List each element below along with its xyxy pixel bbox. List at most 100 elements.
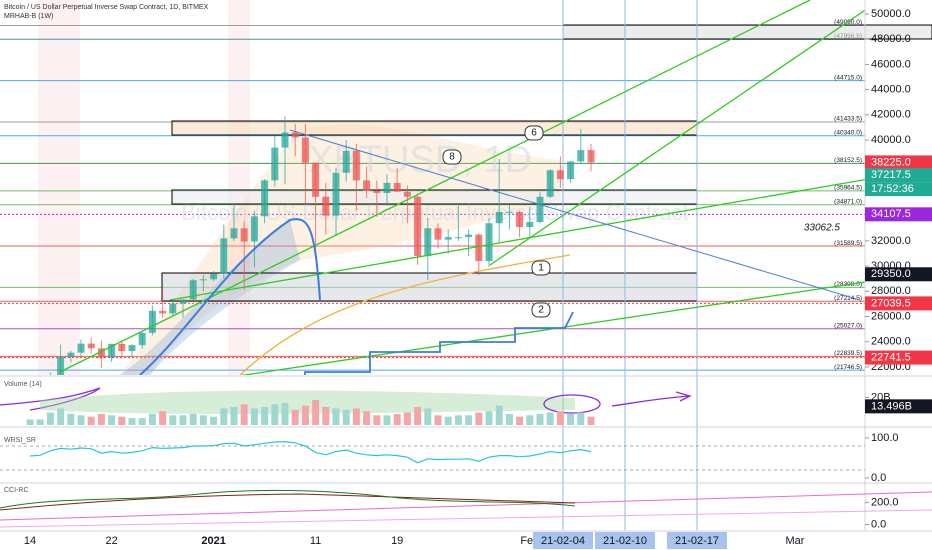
volume-bar <box>393 413 401 425</box>
candle-body <box>567 161 575 180</box>
volume-bar <box>210 416 218 425</box>
candle-body <box>414 196 422 257</box>
cci-line <box>0 493 576 511</box>
level-label: (34871.0) <box>834 198 862 205</box>
y-tick-label: 24000.0 <box>871 336 911 348</box>
candle-body <box>516 211 524 228</box>
volume-bar <box>148 413 156 425</box>
panel-title: CCI-RC <box>4 487 29 494</box>
volume-bar <box>373 415 381 425</box>
volume-bar <box>414 407 422 425</box>
price-tag-label: 27039.5 <box>871 297 911 309</box>
ma-line <box>139 218 321 375</box>
volume-bar <box>87 416 95 425</box>
candle-body <box>108 343 116 358</box>
volume-bar <box>322 407 330 425</box>
candle-body <box>179 299 187 304</box>
indicator-title: MRHAB-B (1W) <box>4 13 53 20</box>
date-marker-label: 21-02-10 <box>603 535 647 547</box>
price-tag-label: 29350.0 <box>871 268 911 280</box>
candle-body <box>67 352 75 357</box>
candle-body <box>546 170 554 197</box>
price-tag-label: 37217.5 <box>871 169 911 181</box>
highlight-band <box>38 0 80 375</box>
candle-body <box>301 137 309 163</box>
candle-body <box>47 375 54 399</box>
price-tag <box>865 168 932 183</box>
candle-body <box>199 279 207 281</box>
ma-line <box>239 254 571 375</box>
drawing <box>543 394 601 414</box>
y-tick-label: 0.0 <box>871 518 886 530</box>
volume-bar <box>332 408 340 425</box>
candle-body <box>312 162 320 197</box>
candle-body <box>118 343 126 352</box>
cci-line <box>0 490 576 509</box>
y-tick-label: 50000.0 <box>871 8 911 20</box>
y-tick-label: 0.0 <box>871 472 886 484</box>
candle-body <box>148 310 156 333</box>
trend-line <box>169 178 865 301</box>
date-marker <box>533 532 593 549</box>
volume-bar <box>505 413 513 425</box>
volume-bar <box>301 405 309 425</box>
x-tick-label: 14 <box>24 535 36 547</box>
date-marker <box>667 532 727 549</box>
callout <box>531 260 551 276</box>
volume-bar <box>556 411 564 425</box>
volume-bar <box>97 413 105 425</box>
level-label: (38152.5) <box>834 157 862 164</box>
price-tag <box>865 350 932 365</box>
volume-bar <box>189 413 197 425</box>
volume-tag <box>865 399 932 414</box>
candle-body <box>505 211 513 213</box>
cci-line <box>0 509 932 528</box>
y-tick-label: 48000.0 <box>871 33 911 45</box>
level-label: (49090.0) <box>834 19 862 26</box>
cci-line <box>0 491 932 521</box>
candle-body <box>210 273 218 280</box>
date-marker-label: 21-02-04 <box>541 535 585 547</box>
countdown-tag <box>865 182 932 197</box>
candle-body <box>230 228 238 239</box>
candle-body <box>169 303 177 314</box>
volume-bar <box>454 415 462 425</box>
x-tick-label: 2021 <box>201 535 225 547</box>
annotation-price: 33062.5 <box>804 223 841 234</box>
volume-bar <box>240 404 248 425</box>
candle-body <box>393 182 401 192</box>
level-label: (22839.5) <box>834 350 862 357</box>
candle-body <box>77 343 85 353</box>
y-tick-label: 32000.0 <box>871 235 911 247</box>
trend-line <box>289 129 861 301</box>
y-tick-label: 28000.0 <box>871 285 911 297</box>
volume-cloud <box>40 390 575 415</box>
callout <box>531 302 551 318</box>
candle-body <box>475 234 483 262</box>
candle-body <box>587 150 595 163</box>
callout-text: 2 <box>538 305 544 316</box>
price-tag <box>865 207 932 222</box>
volume-bar <box>199 415 207 425</box>
volume-bar <box>567 413 575 425</box>
volume-bar <box>526 415 534 425</box>
level-label: (40340.0) <box>834 129 862 136</box>
x-tick-label: 11 <box>310 535 321 547</box>
candle-body <box>556 170 564 180</box>
volume-bar <box>26 419 34 425</box>
volume-bar <box>577 412 585 425</box>
candle-body <box>444 237 452 240</box>
y-tick-label: 46000.0 <box>871 58 911 70</box>
volume-bar <box>271 404 279 425</box>
volume-bar <box>169 415 177 425</box>
y-tick-label: 44000.0 <box>871 84 911 96</box>
callout-text: 1 <box>538 263 544 274</box>
volume-bar <box>546 412 554 425</box>
candle-body <box>373 190 381 193</box>
level-label: (35964.5) <box>834 185 862 192</box>
candle-body <box>322 196 330 216</box>
zone-box <box>171 120 698 136</box>
volume-tag-label: 13.496B <box>871 400 912 412</box>
volume-bar <box>465 415 473 425</box>
